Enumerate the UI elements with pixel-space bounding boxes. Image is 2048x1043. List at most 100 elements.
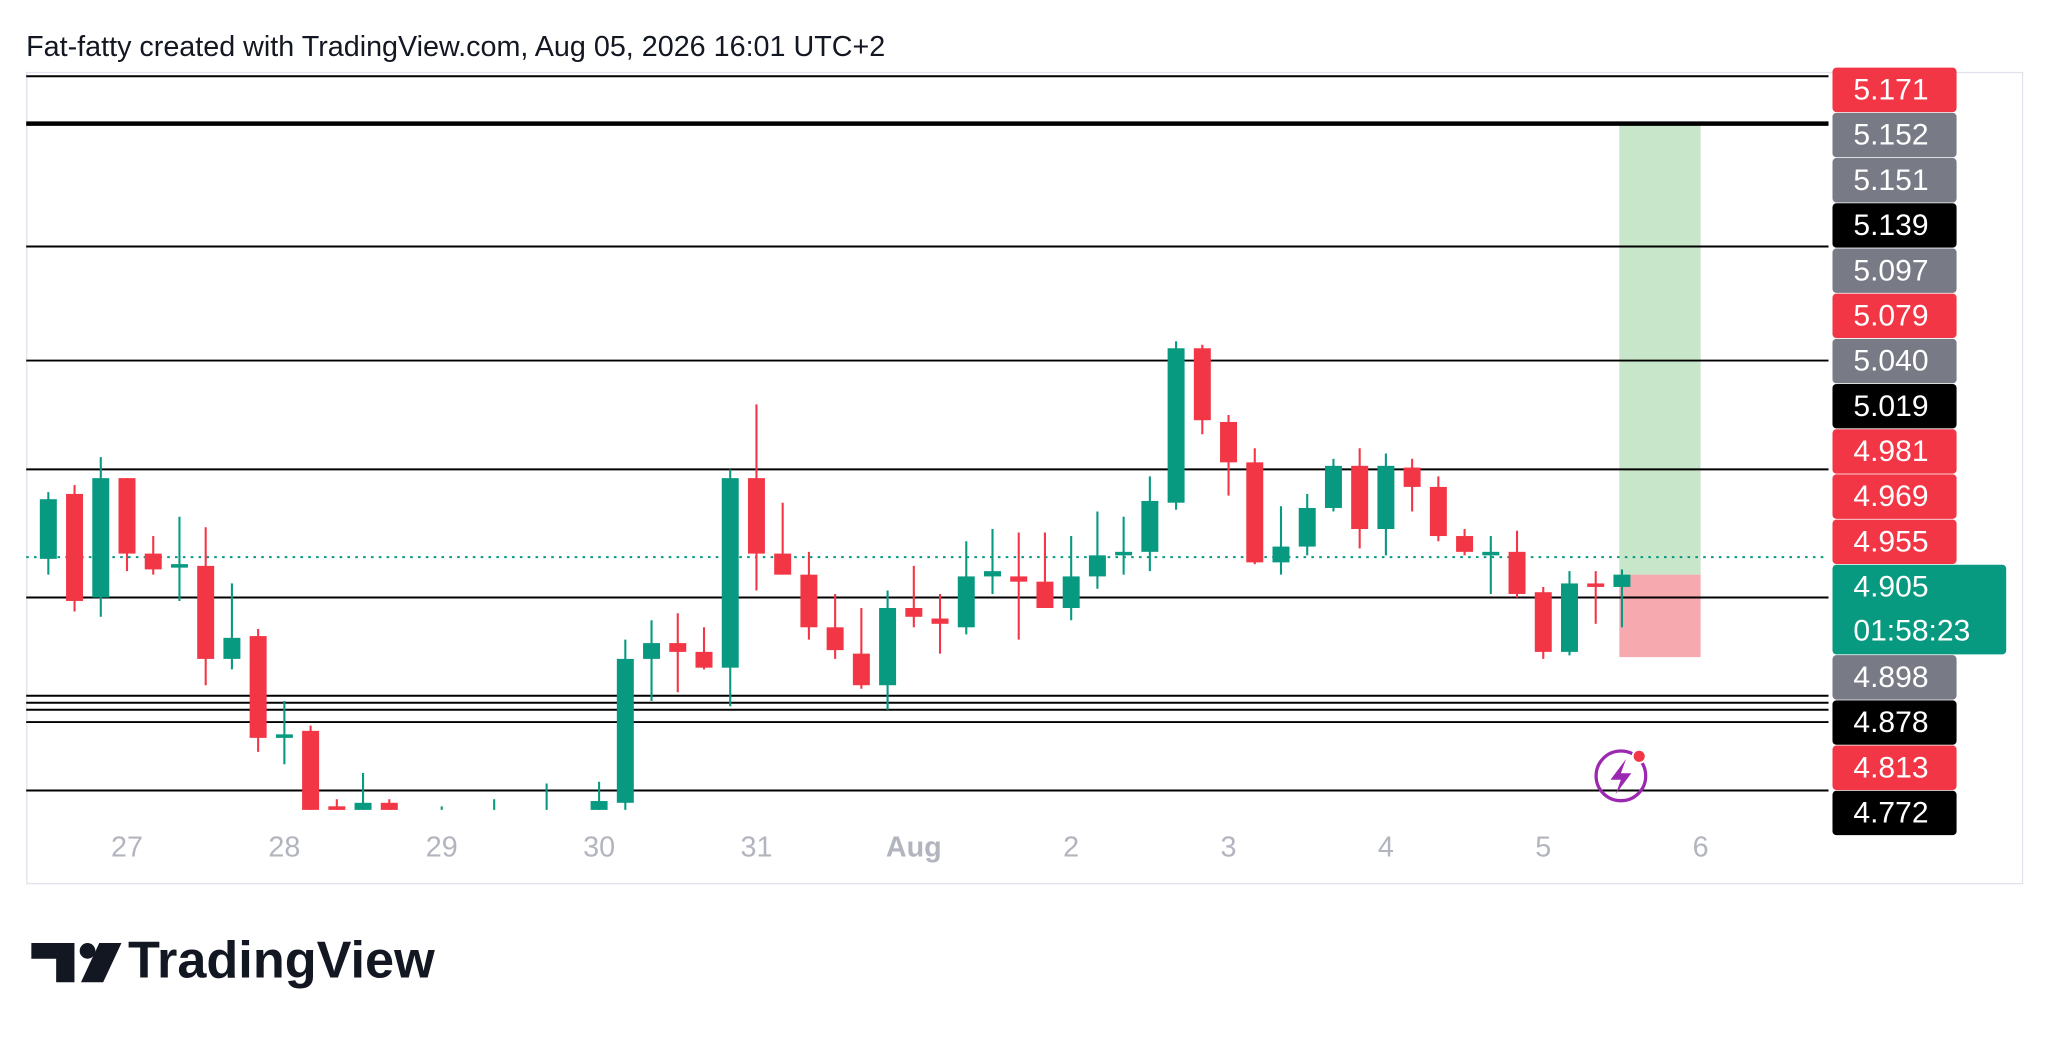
candle-body: [328, 806, 346, 810]
candle-body: [1403, 467, 1421, 487]
candle-body: [1534, 592, 1552, 652]
candle-body: [905, 608, 923, 617]
candle-body: [170, 564, 188, 568]
candle-body: [66, 493, 84, 601]
price-badge-label: 5.139: [1853, 209, 1928, 242]
price-badge-label: 5.171: [1853, 74, 1928, 107]
price-axis: 5.171 5.152 5.151 5.139 5.097 5.079 5.040 5.019…: [1832, 67, 2007, 836]
plot-area: [26, 75, 1829, 862]
candle-body: [1167, 348, 1185, 503]
countdown-label: 01:58:23: [1853, 615, 1970, 648]
candle-body: [380, 802, 398, 810]
price-badge: [1832, 429, 1957, 474]
candle-body: [118, 478, 136, 554]
price-badge-label: 4.905: [1853, 571, 1928, 604]
candle-body: [984, 571, 1001, 577]
candle-body: [512, 836, 529, 848]
candle-body: [852, 653, 870, 686]
candle-body: [1298, 507, 1316, 547]
candle-body: [1062, 576, 1080, 609]
x-tick-label: 31: [740, 832, 772, 864]
candle-body: [1377, 465, 1395, 530]
candle-body: [39, 499, 57, 559]
candle-body: [1141, 500, 1159, 552]
candle-body: [92, 478, 110, 598]
candle-body: [800, 574, 818, 628]
price-badge: [1832, 293, 1957, 339]
brand-logo: [31, 943, 122, 983]
price-badge: [1832, 745, 1957, 790]
price-badge: [1832, 474, 1957, 519]
price-badge-label: 5.152: [1853, 119, 1928, 152]
candle-body: [249, 636, 267, 738]
chart-frame: [26, 71, 2024, 885]
price-badge: [1832, 158, 1957, 203]
price-badge-label: 5.097: [1853, 254, 1928, 287]
price-badge-label: 4.878: [1853, 706, 1928, 739]
price-badge-label: 4.772: [1853, 797, 1928, 830]
price-badge: [1832, 112, 1957, 158]
candle-body: [643, 643, 661, 659]
x-tick-label: 3: [1221, 832, 1237, 864]
alert-icon: [1594, 748, 1648, 803]
price-badge: [1832, 700, 1957, 745]
chart-title: Fat-fatty created with TradingView.com, …: [26, 31, 885, 63]
candle-body: [721, 478, 739, 668]
price-badge-label: 4.813: [1853, 751, 1928, 784]
candle-body: [1220, 421, 1238, 463]
price-badge-label: 4.981: [1853, 435, 1928, 468]
candle-body: [1456, 536, 1474, 552]
candle-body: [302, 730, 320, 810]
x-tick-label: 2: [1063, 832, 1079, 864]
candle-body: [747, 478, 765, 554]
candle-body: [774, 553, 792, 575]
candle-body: [197, 565, 215, 659]
x-tick-label: Aug: [886, 832, 942, 864]
price-badge: [1832, 338, 1957, 384]
candle-body: [1587, 583, 1605, 587]
loss-zone: [1619, 574, 1701, 658]
candle-body: [1115, 551, 1133, 556]
candle-body: [459, 836, 476, 862]
price-badge: [1832, 384, 1957, 429]
candle-body: [1508, 551, 1526, 594]
candle-body: [1351, 465, 1369, 530]
price-badge: [1832, 203, 1957, 248]
brand-name: TradingView: [128, 932, 435, 990]
price-badge-label: 5.151: [1853, 164, 1928, 197]
x-tick-label: 6: [1693, 832, 1709, 864]
candle-body: [1246, 462, 1264, 563]
profit-zone: [1619, 123, 1701, 575]
candle-body: [1324, 465, 1342, 508]
x-tick-label: 5: [1535, 832, 1551, 864]
price-badge-label: 4.898: [1853, 661, 1928, 694]
candle-body: [931, 618, 949, 624]
candle-body: [407, 822, 424, 843]
candle-body: [564, 822, 581, 836]
candle-body: [486, 836, 503, 862]
price-badge: [1832, 67, 1957, 113]
x-tick-label: 29: [426, 832, 458, 864]
price-badge-label: 5.040: [1853, 345, 1928, 378]
price-badge: [1832, 790, 1957, 836]
price-badge: [1832, 519, 1957, 565]
candle-body: [1193, 348, 1211, 421]
candle-body: [1088, 555, 1106, 577]
candle-body: [1010, 576, 1028, 582]
candle-body: [538, 836, 555, 848]
candle-body: [695, 651, 713, 668]
candle-body: [879, 608, 897, 686]
candle-body: [223, 637, 241, 659]
x-tick-label: 30: [583, 832, 615, 864]
candle-body: [669, 643, 687, 652]
candle-body: [1429, 486, 1447, 537]
candle-body: [1272, 546, 1290, 563]
price-badge-label: 5.079: [1853, 299, 1928, 332]
price-badge: [1832, 564, 2007, 655]
candle-body: [275, 734, 293, 738]
price-badge: [1832, 655, 1957, 700]
candle-body: [354, 802, 372, 810]
x-tick-label: 27: [111, 832, 143, 864]
